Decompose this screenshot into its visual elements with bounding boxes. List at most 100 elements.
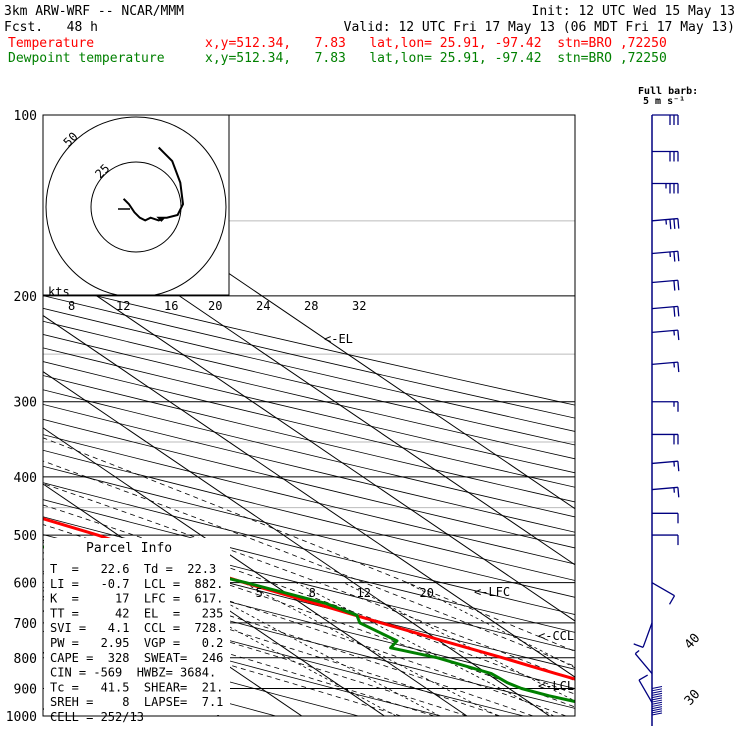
parcel-row-1: LI = -0.7 LCL = 882. bbox=[50, 577, 223, 591]
isotherm-10 bbox=[43, 371, 550, 716]
speed-scale-label-32: 32 bbox=[352, 299, 366, 313]
barb-surface-tick bbox=[651, 703, 663, 707]
parcel-row-8: Tc = 41.5 SHEAR= 21. bbox=[50, 680, 223, 694]
wind-barb-100 bbox=[652, 114, 679, 125]
parcel-row-4: SVI = 4.1 CCL = 728. bbox=[50, 621, 223, 635]
hodo-unit-label: kts bbox=[48, 285, 70, 299]
pressure-label-800: 800 bbox=[14, 652, 37, 667]
dry-adiabat-440 bbox=[43, 334, 575, 460]
barb-surface-tick bbox=[651, 712, 663, 716]
speed-scale-label-12: 12 bbox=[116, 299, 130, 313]
legend-temperature-info: x,y=512.34, 7.83 lat,lon= 25.91, -97.42 … bbox=[205, 36, 667, 51]
pressure-label-100: 100 bbox=[14, 109, 37, 124]
barb-flag bbox=[677, 330, 680, 341]
moist-adiabat--4 bbox=[43, 599, 435, 716]
wind-barb-850 bbox=[634, 649, 653, 674]
barb-flag bbox=[677, 280, 680, 291]
barb-staff bbox=[651, 250, 678, 255]
barb-flag bbox=[633, 643, 644, 648]
barb-surface-tick bbox=[651, 710, 663, 714]
barb-flag bbox=[669, 219, 672, 230]
wind-barb-700 bbox=[633, 622, 653, 648]
pressure-label-900: 900 bbox=[14, 682, 37, 697]
dry-adiabat-480 bbox=[43, 282, 575, 406]
barb-surface-tick bbox=[651, 695, 663, 699]
barb-surface-tick bbox=[651, 697, 663, 701]
hodo-trace bbox=[122, 146, 185, 222]
ccl-marker: <-CCL bbox=[538, 629, 574, 643]
barb-surface-tick bbox=[651, 690, 663, 694]
barb-flag bbox=[673, 306, 676, 317]
speed-scale-label-28: 28 bbox=[304, 299, 318, 313]
dry-adiabat-290 bbox=[43, 571, 575, 709]
el-marker: <-EL bbox=[324, 332, 353, 346]
barb-legend-title: Full barb: bbox=[638, 86, 698, 97]
wind-barb-600 bbox=[651, 582, 676, 605]
wind-barb-500 bbox=[652, 534, 679, 546]
barb-flag bbox=[673, 280, 676, 291]
barb-flag bbox=[638, 674, 648, 681]
barb-flag bbox=[677, 487, 680, 498]
barb-surface-tick bbox=[651, 688, 663, 692]
parcel-row-7: CIN = -569 HWBZ= 3684. bbox=[50, 666, 216, 680]
pressure-label-500: 500 bbox=[14, 529, 37, 544]
barb-flag bbox=[673, 251, 676, 262]
barb-flag bbox=[677, 251, 680, 262]
wind-barb-420 bbox=[651, 486, 680, 498]
barb-legend-unit: 5 m s⁻¹ bbox=[643, 96, 685, 107]
dry-adiabat-330 bbox=[43, 499, 575, 633]
isotherm-20 bbox=[43, 314, 575, 678]
parcel-title: Parcel Info bbox=[86, 541, 172, 556]
parcel-row-9: SREH = 8 LAPSE= 7.1 bbox=[50, 695, 223, 709]
dry-adiabat-280 bbox=[43, 590, 524, 716]
wind-barb-460 bbox=[652, 512, 679, 524]
mixing-ratio-label-12: 12 bbox=[357, 586, 371, 600]
hodograph-box bbox=[42, 114, 230, 296]
dewpoint-trace bbox=[43, 545, 575, 704]
dry-adiabat-450 bbox=[43, 320, 575, 446]
dry-adiabat-270 bbox=[43, 610, 442, 716]
parcel-row-2: K = 17 LFC = 617. bbox=[50, 592, 223, 606]
wind-barb-115 bbox=[652, 150, 679, 162]
wind-barb-380 bbox=[651, 460, 680, 472]
wind-barbs bbox=[633, 114, 680, 726]
barb-flag bbox=[677, 362, 680, 373]
pressure-label-300: 300 bbox=[14, 396, 37, 411]
parcel-row-0: T = 22.6 Td = 22.3 bbox=[50, 562, 216, 576]
barb-flag bbox=[677, 218, 680, 229]
wind-barb-210 bbox=[651, 305, 680, 317]
mixing-ratio-label-8: 8 bbox=[309, 586, 316, 600]
wind-barb-190 bbox=[651, 279, 680, 291]
forecast-hour: Fcst. 48 h bbox=[4, 20, 98, 35]
mixing-ratio-label-5: 5 bbox=[256, 586, 263, 600]
barb-half-flag bbox=[634, 649, 640, 655]
dry-adiabat-460 bbox=[43, 307, 575, 432]
dry-adiabat-470 bbox=[43, 295, 575, 419]
pressure-label-1000: 1000 bbox=[6, 710, 37, 725]
wind-barb-950 bbox=[638, 674, 653, 703]
hodo-ring-50 bbox=[45, 116, 227, 295]
wind-barb-170 bbox=[651, 250, 680, 262]
speed-scale-label-8: 8 bbox=[68, 299, 75, 313]
legend-dewpoint-name: Dewpoint temperature bbox=[8, 51, 165, 66]
parcel-row-10: CELL = 252/13 bbox=[50, 710, 144, 724]
legend-temperature-name: Temperature bbox=[8, 36, 94, 51]
mixing-ratio-5 bbox=[243, 582, 498, 716]
barb-staff bbox=[638, 679, 653, 703]
moist-adiabat-0 bbox=[43, 586, 468, 716]
barb-staff bbox=[651, 582, 675, 597]
pressure-label-400: 400 bbox=[14, 471, 37, 486]
plot-frame bbox=[42, 114, 576, 717]
parcel-rows: T = 22.6 Td = 22.3LI = -0.7 LCL = 882.K … bbox=[50, 562, 223, 724]
parcel-row-6: CAPE = 328 SWEAT= 246 bbox=[50, 651, 223, 665]
parcel-row-5: PW = 2.95 VGP = 0.2 bbox=[50, 636, 223, 650]
pressure-label-700: 700 bbox=[14, 617, 37, 632]
speed-scale-label-24: 24 bbox=[256, 299, 270, 313]
barb-surface-tick bbox=[651, 699, 663, 703]
isotherm--10 bbox=[43, 483, 385, 716]
pressure-label-600: 600 bbox=[14, 577, 37, 592]
isotherm-label-40: 40 bbox=[682, 631, 704, 653]
speed-scale-label-16: 16 bbox=[164, 299, 178, 313]
